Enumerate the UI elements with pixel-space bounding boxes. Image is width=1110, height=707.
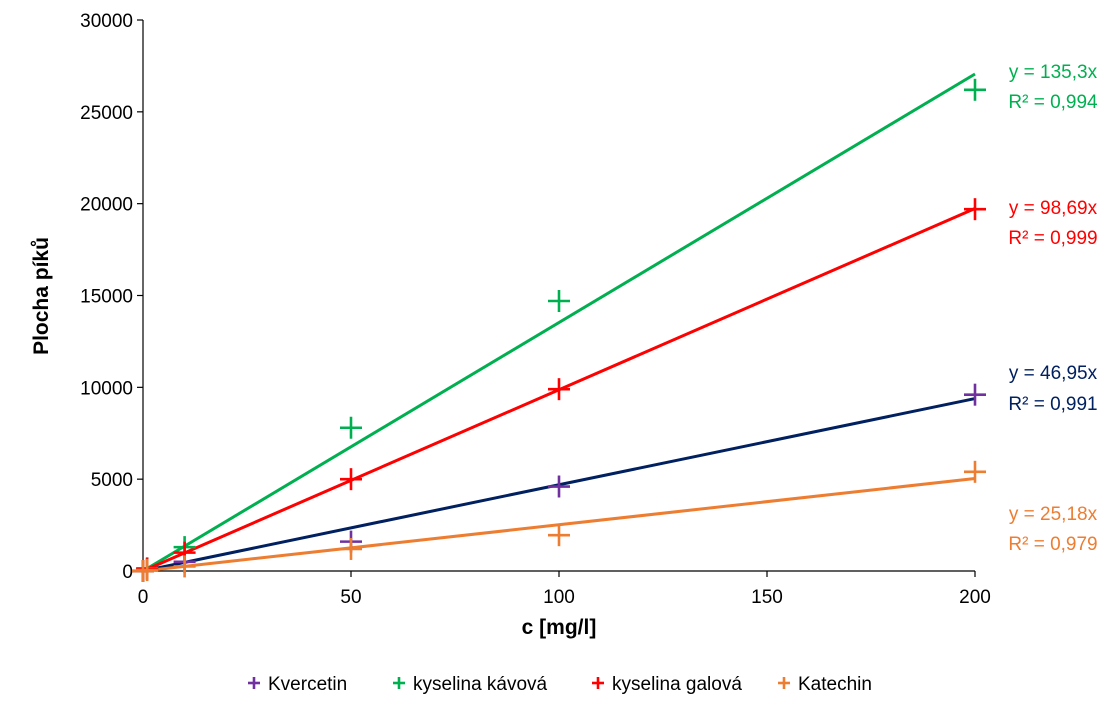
x-axis-title: c [mg/l]	[522, 616, 597, 639]
legend-item: kyselina kávová	[393, 674, 548, 695]
legend-label: Katechin	[798, 674, 872, 695]
data-point	[548, 378, 570, 401]
legend-label: Kvercetin	[268, 674, 347, 695]
x-tick-label: 50	[340, 587, 361, 608]
data-point	[964, 78, 986, 101]
x-tick-label: 200	[959, 587, 991, 608]
y-tick-label: 5000	[91, 470, 133, 491]
data-point	[340, 468, 362, 491]
trendline-r2: R² = 0,979	[1008, 534, 1097, 555]
data-point	[340, 537, 362, 560]
x-tick-label: 100	[543, 587, 575, 608]
legend-label: kyselina kávová	[413, 674, 548, 695]
legend: Kvercetin kyselina kávová kyselina galová K…	[248, 674, 872, 695]
data-point	[340, 416, 362, 439]
trendline-equation: y = 46,95x	[1009, 363, 1098, 384]
y-tick-label: 30000	[80, 11, 133, 32]
data-point	[136, 559, 159, 582]
y-axis-title: Plocha píků	[30, 237, 53, 355]
y-tick-label: 10000	[80, 378, 133, 399]
data-point	[548, 290, 570, 313]
x-tick-label: 150	[751, 587, 783, 608]
legend-marker	[592, 677, 604, 689]
data-point	[964, 198, 986, 221]
data-point	[964, 460, 986, 483]
legend-item: kyselina galová	[592, 674, 742, 695]
data-point	[548, 475, 570, 498]
legend-marker	[393, 677, 405, 689]
y-tick-label: 25000	[80, 103, 133, 124]
y-ticks: 0 5000 10000 15000 20000 25000 30000	[80, 11, 143, 583]
data-point	[964, 383, 986, 406]
data-point	[173, 555, 196, 578]
equations: y = 46,95x R² = 0,991 y = 135,3x R² = 0,994…	[1008, 62, 1098, 555]
trendline	[142, 72, 976, 573]
trendline-equation: y = 135,3x	[1009, 62, 1098, 83]
legend-marker	[778, 677, 790, 689]
y-tick-label: 0	[122, 562, 133, 583]
y-tick-label: 15000	[80, 287, 133, 308]
x-ticks: 0 50 100 150 200	[138, 571, 991, 608]
trendline-r2: R² = 0,999	[1008, 228, 1097, 249]
data-point	[548, 524, 570, 547]
y-tick-label: 20000	[80, 195, 133, 216]
trendline-equation: y = 98,69x	[1009, 198, 1098, 219]
legend-marker	[248, 677, 260, 689]
trendline-r2: R² = 0,991	[1008, 394, 1097, 415]
legend-label: kyselina galová	[612, 674, 742, 695]
trendline-equation: y = 25,18x	[1009, 504, 1098, 525]
x-tick-label: 0	[138, 587, 149, 608]
markers	[132, 78, 986, 582]
trendline-r2: R² = 0,994	[1008, 92, 1098, 113]
legend-item: Kvercetin	[248, 674, 347, 695]
legend-item: Katechin	[778, 674, 872, 695]
